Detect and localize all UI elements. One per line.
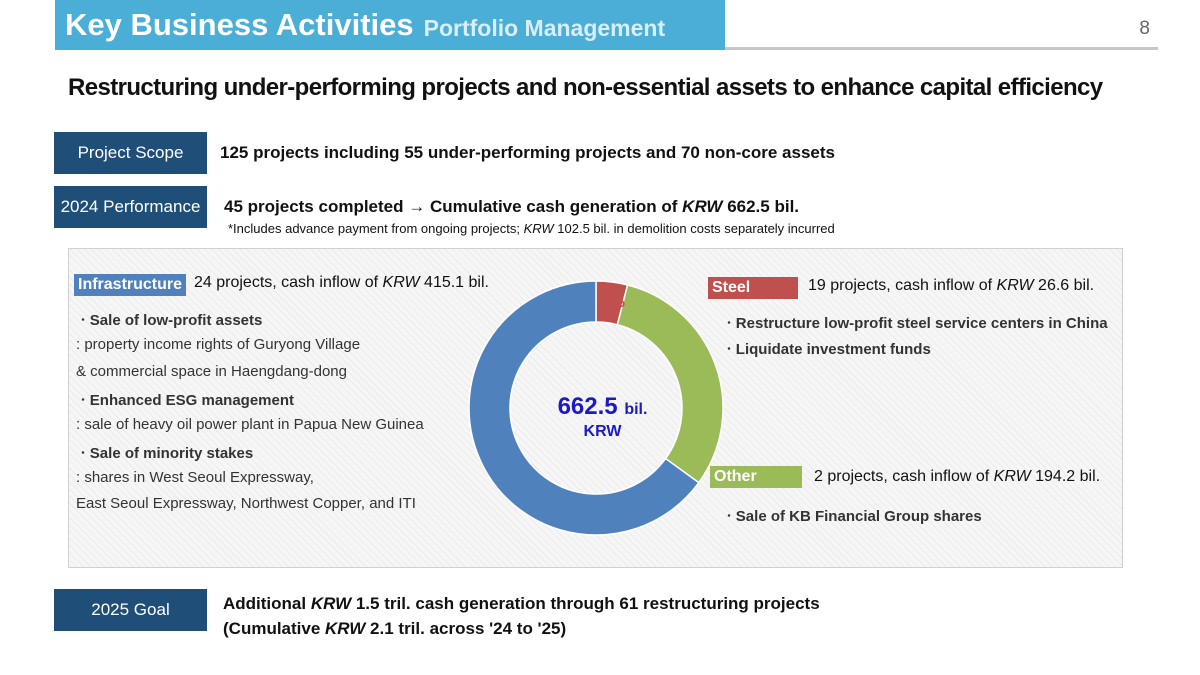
page-subtitle: Portfolio Management bbox=[423, 14, 666, 41]
infrastructure-summary: 24 projects, cash inflow of KRW 415.1 bi… bbox=[194, 274, 489, 291]
goal-2025-line1: Additional KRW 1.5 tril. cash generation… bbox=[223, 594, 820, 613]
project-scope-text: 125 projects including 55 under-performi… bbox=[220, 143, 835, 162]
infrastructure-item: East Seoul Expressway, Northwest Copper,… bbox=[76, 495, 416, 512]
portfolio-donut-chart bbox=[468, 280, 724, 536]
donut-center-value: 662.5 bil. bbox=[557, 393, 648, 420]
project-scope-label: Project Scope bbox=[54, 132, 207, 174]
performance-2024-text: 45 projects completed → Cumulative cash … bbox=[224, 197, 800, 216]
title-bar: Key Business Activities Portfolio Manage… bbox=[55, 0, 725, 50]
other-percent-label: 31% bbox=[680, 363, 719, 382]
steel-tag: Steel bbox=[708, 277, 798, 299]
infrastructure-tag: Infrastructure bbox=[74, 274, 187, 296]
infrastructure-item: ㆍSale of low-profit assets bbox=[76, 312, 263, 329]
headline: Restructuring under-performing projects … bbox=[68, 74, 1103, 101]
infrastructure-item: : sale of heavy oil power plant in Papua… bbox=[76, 416, 424, 433]
goal-2025-line2: (Cumulative KRW 2.1 tril. across '24 to … bbox=[223, 619, 567, 638]
donut-slice-other bbox=[616, 284, 724, 484]
infrastructure-item: & commercial space in Haengdang-dong bbox=[76, 363, 347, 380]
other-item: ㆍSale of KB Financial Group shares bbox=[722, 508, 982, 525]
goal-2025-label: 2025 Goal bbox=[54, 589, 207, 631]
performance-2024-label: 2024 Performance bbox=[54, 186, 207, 228]
other-summary: 2 projects, cash inflow of KRW 194.2 bil… bbox=[814, 468, 1101, 485]
other-tag: Other bbox=[710, 466, 802, 488]
steel-item: ㆍRestructure low-profit steel service ce… bbox=[722, 315, 1108, 332]
donut-slice-infrastructure bbox=[468, 280, 700, 536]
steel-item: ㆍLiquidate investment funds bbox=[722, 341, 931, 358]
infrastructure-item: : property income rights of Guryong Vill… bbox=[76, 336, 361, 353]
infrastructure-item: ㆍEnhanced ESG management bbox=[76, 392, 295, 409]
page-number: 8 bbox=[1139, 18, 1150, 39]
page-title: Key Business Activities bbox=[65, 7, 414, 42]
infrastructure-percent-label: 65% bbox=[483, 450, 522, 469]
donut-center-currency: KRW bbox=[583, 423, 622, 440]
steel-summary: 19 projects, cash inflow of KRW 26.6 bil… bbox=[808, 277, 1095, 294]
title-divider bbox=[725, 47, 1158, 50]
infrastructure-item: ㆍSale of minority stakes bbox=[76, 445, 254, 462]
performance-2024-note: *Includes advance payment from ongoing p… bbox=[228, 221, 835, 236]
infrastructure-item: : shares in West Seoul Expressway, bbox=[76, 469, 314, 486]
steel-percent-label: 4% bbox=[598, 292, 626, 311]
